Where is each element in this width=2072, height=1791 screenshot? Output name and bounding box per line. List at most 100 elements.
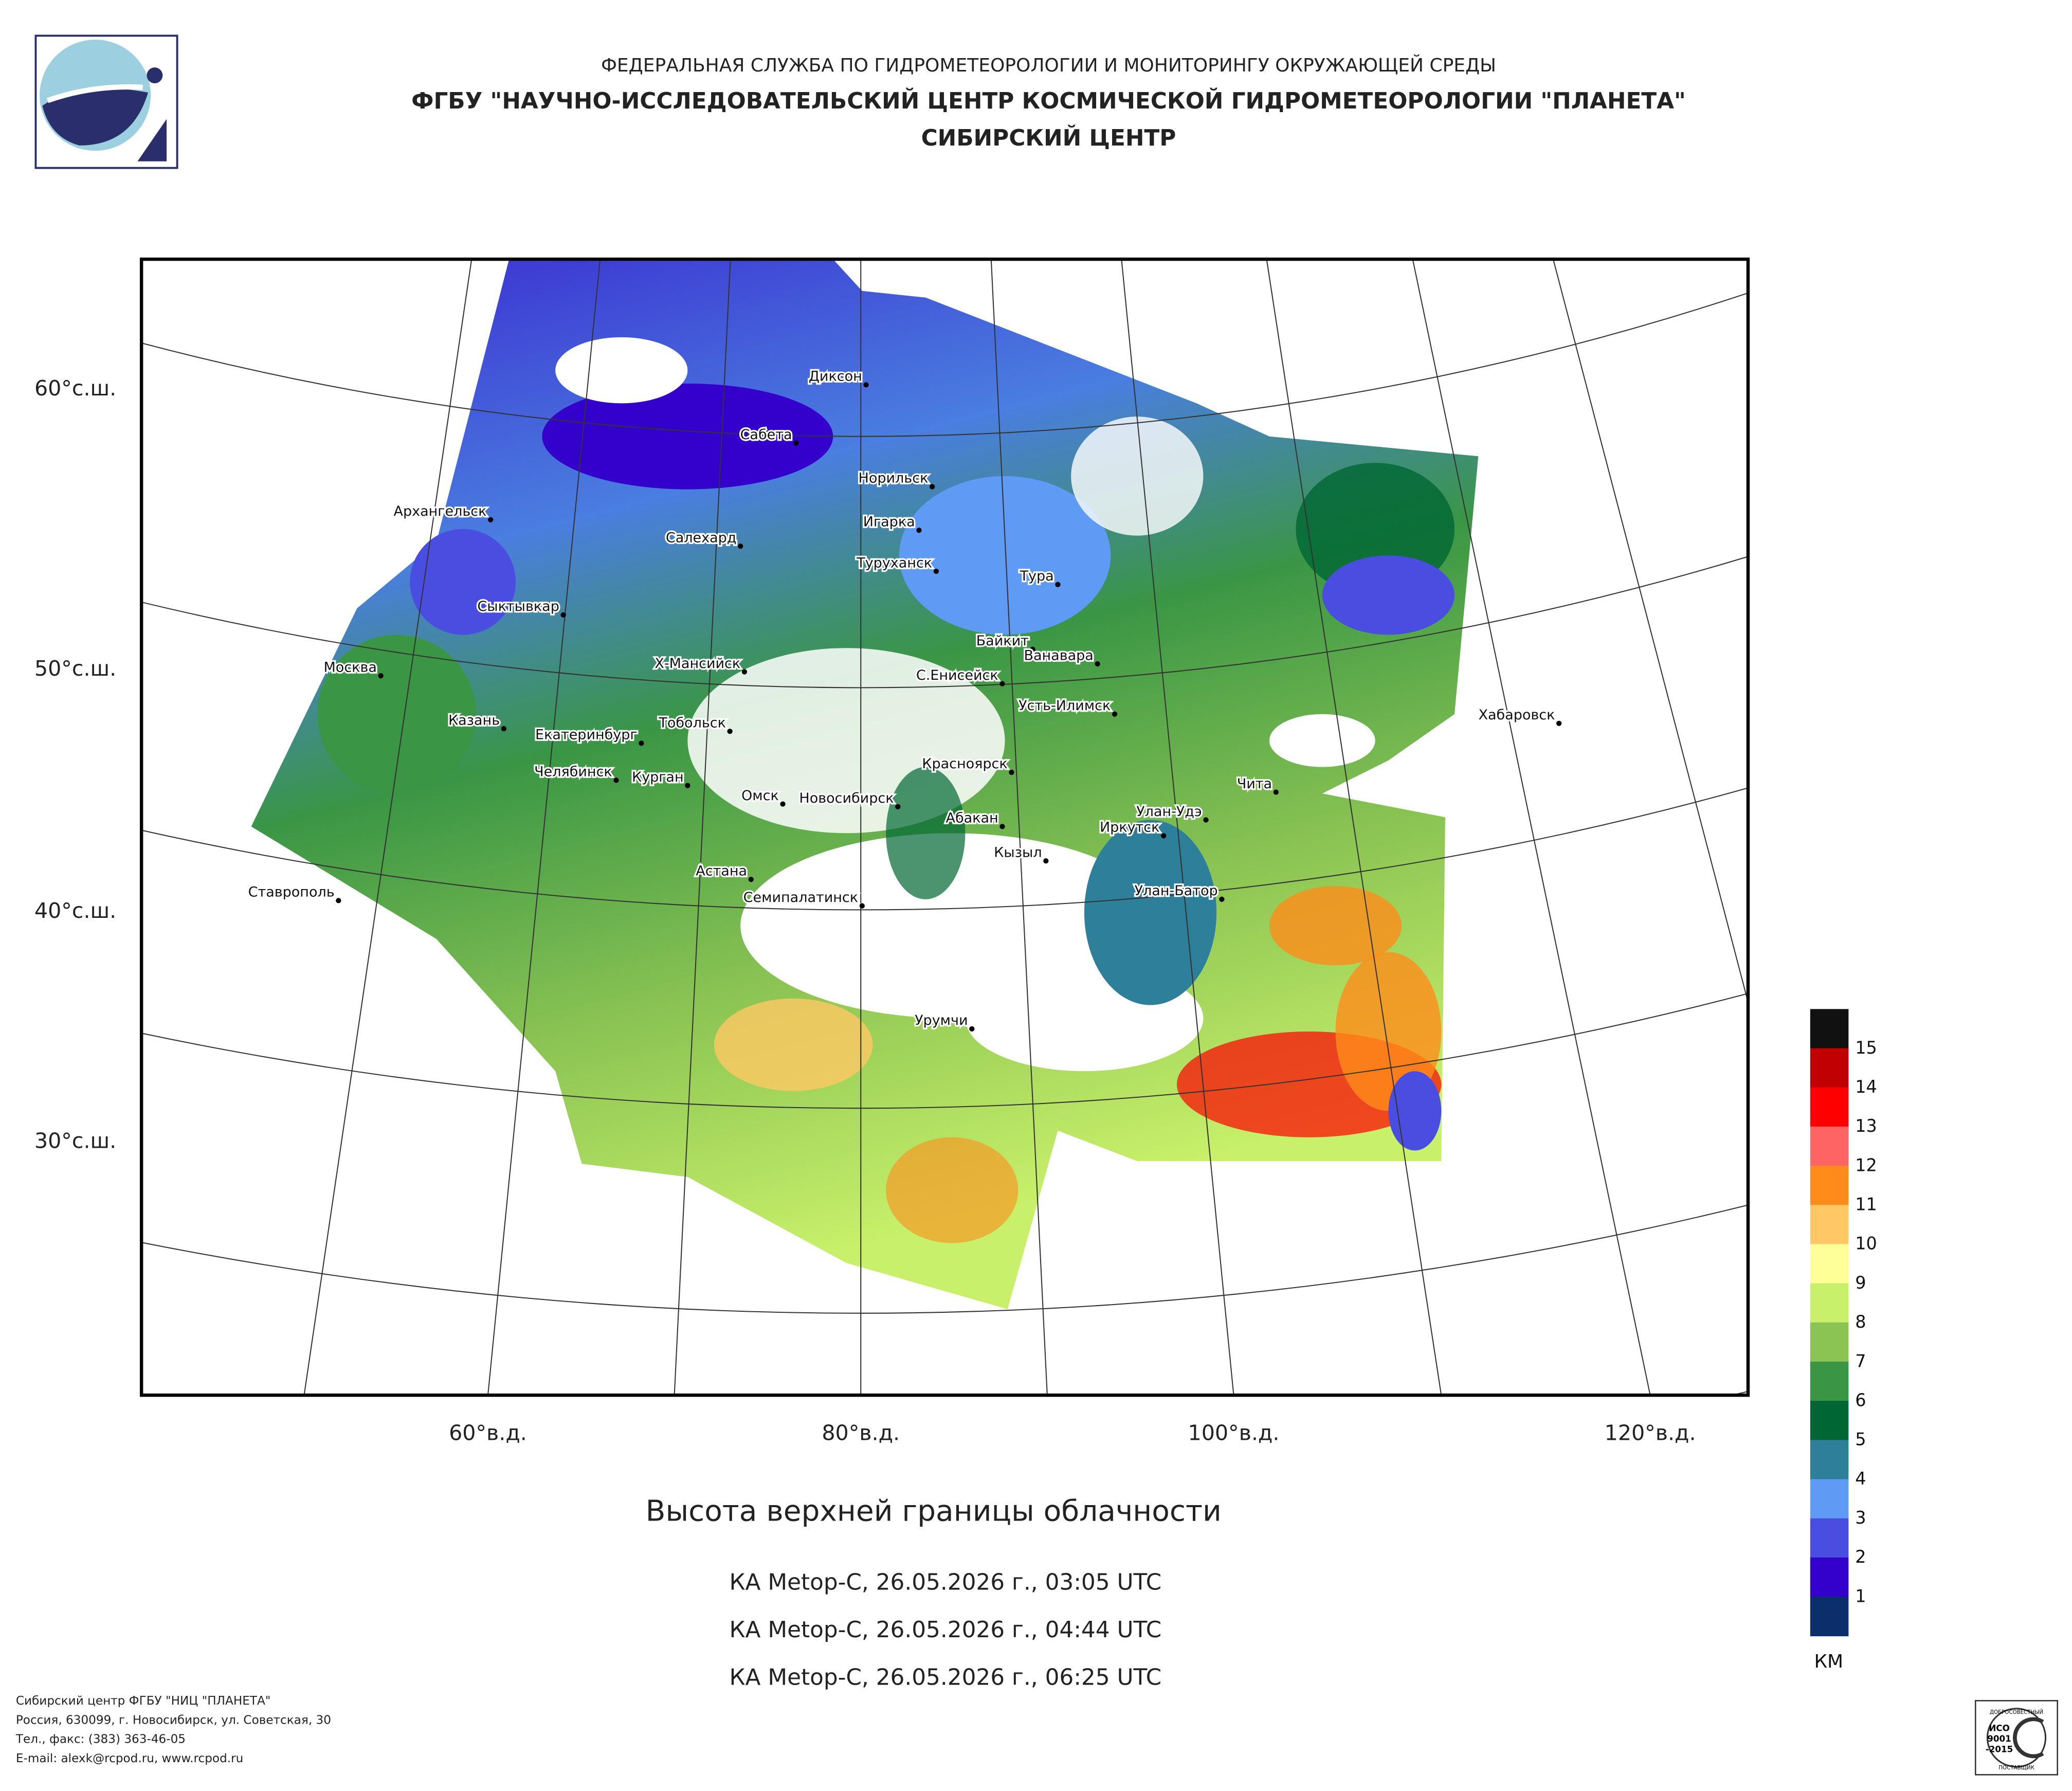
header-agency: ФЕДЕРАЛЬНАЯ СЛУЖБА ПО ГИДРОМЕТЕОРОЛОГИИ … <box>601 55 1496 76</box>
legend-swatch <box>1810 1479 1849 1519</box>
meridian-line <box>674 259 731 1396</box>
meridian-line <box>303 259 472 1396</box>
legend-swatch <box>1810 1518 1849 1558</box>
city-dot <box>560 612 566 618</box>
city-label: Урумчи <box>915 1012 968 1028</box>
city-dot <box>999 681 1005 686</box>
legend-swatch <box>1810 1009 1849 1049</box>
city-dot <box>685 783 690 788</box>
city-label: Екатеринбург <box>535 727 638 743</box>
city-dot <box>1030 646 1035 652</box>
city-dot <box>999 824 1005 829</box>
city-dot <box>1273 789 1279 795</box>
iso-line1: ИСО <box>1989 1723 2009 1733</box>
legend-label: 15 <box>1855 1038 1877 1058</box>
footer-line: Сибирский центр ФГБУ "НИЦ "ПЛАНЕТА" <box>16 1694 271 1708</box>
city-label: Туруханск <box>856 555 932 571</box>
legend-swatch <box>1810 1401 1849 1441</box>
city-dot <box>748 877 754 882</box>
city-dot <box>863 382 869 388</box>
city-label: Хабаровск <box>1478 707 1555 723</box>
city-label: Семипалатинск <box>743 890 858 906</box>
city-dot <box>639 740 644 746</box>
legend-swatch <box>1810 1440 1849 1480</box>
legend-swatch <box>1810 1087 1849 1127</box>
city-label: С.Енисейск <box>916 667 998 683</box>
latitude-label: 40°с.ш. <box>34 898 116 923</box>
city-dot <box>501 726 506 732</box>
city-label: Иркутск <box>1100 820 1160 836</box>
city-dot <box>1043 858 1049 864</box>
longitude-label: 80°в.д. <box>822 1421 900 1445</box>
legend-label: 5 <box>1855 1430 1866 1450</box>
meridian-line <box>1266 259 1442 1396</box>
legend-label: 7 <box>1855 1351 1866 1371</box>
city-dot <box>895 804 901 809</box>
city-dot <box>916 528 922 533</box>
footer-line: Тел., факс: (383) 363-46-05 <box>15 1733 186 1746</box>
footer: Сибирский центр ФГБУ "НИЦ "ПЛАНЕТА" Росси… <box>15 1694 331 1765</box>
city-label: Усть-Илимск <box>1019 698 1111 714</box>
meridian-line <box>1412 259 1651 1396</box>
map-title: Высота верхней границы облачности <box>646 1494 1222 1528</box>
city-dot <box>738 544 743 549</box>
iso-badge: ДОБРОСОВЕСТНЫЙ ИСО 9001 -2015 ПОСТАВЩИК <box>1974 1700 2058 1776</box>
latitude-label: 30°с.ш. <box>34 1128 116 1153</box>
legend-unit: КМ <box>1814 1651 1843 1672</box>
longitude-label: 120°в.д. <box>1605 1421 1696 1445</box>
city-dot <box>929 484 935 490</box>
city-label: Чита <box>1237 776 1272 792</box>
legend: 15 14 13 12 11 10 9 8 7 6 5 4 3 2 1 КМ <box>1810 1009 1877 1672</box>
city-label: Кызыл <box>994 845 1042 861</box>
city-label: Абакан <box>946 810 998 826</box>
city-label: Сабета <box>740 427 792 443</box>
city-label: Х-Мансийск <box>655 656 740 672</box>
city-label: Диксон <box>809 369 862 385</box>
latitude-label: 60°с.ш. <box>34 376 116 401</box>
header-org: ФГБУ "НАУЧНО-ИССЛЕДОВАТЕЛЬСКИЙ ЦЕНТР КОС… <box>411 87 1686 114</box>
map-frame <box>139 257 1750 1397</box>
legend-label: 13 <box>1855 1116 1877 1136</box>
city-dot <box>1095 661 1100 667</box>
legend-label: 9 <box>1855 1273 1866 1293</box>
city-label: Челябинск <box>534 764 612 780</box>
city-label: Курган <box>632 769 684 785</box>
legend-label: 4 <box>1855 1469 1866 1489</box>
legend-swatch <box>1810 1361 1849 1401</box>
legend-swatch <box>1810 1048 1849 1088</box>
pass-line: КА Metop-C, 26.05.2026 г., 06:25 UTC <box>730 1664 1162 1690</box>
legend-swatch <box>1810 1244 1849 1284</box>
pass-line: КА Metop-C, 26.05.2026 г., 04:44 UTC <box>730 1617 1162 1643</box>
city-dot <box>336 898 341 903</box>
city-label: Сыктывкар <box>477 599 559 614</box>
city-label: Тура <box>1020 568 1054 584</box>
city-dot <box>1556 720 1562 726</box>
latitude-label: 50°с.ш. <box>34 656 116 681</box>
city-label: Москва <box>324 659 377 675</box>
iso-line3: -2015 <box>1986 1744 2013 1754</box>
city-dot <box>613 777 619 783</box>
city-dot <box>1161 833 1167 839</box>
cities: Диксон Сабета Норильск Игарка Архангельск Сал… <box>246 367 1562 1032</box>
meridian-line <box>1552 259 1748 1004</box>
map <box>141 259 1748 1396</box>
passes: КА Metop-C, 26.05.2026 г., 03:05 UTC КА M… <box>730 1569 1162 1690</box>
city-label: Улан-Удэ <box>1136 804 1202 820</box>
city-label: Игарка <box>863 514 915 530</box>
city-dot <box>1219 896 1225 902</box>
city-label: Норильск <box>859 471 929 486</box>
city-dot <box>780 801 786 807</box>
legend-swatch <box>1810 1205 1849 1245</box>
city-label: Салехард <box>666 530 737 546</box>
iso-line2: 9001 <box>1987 1733 2011 1744</box>
city-dot <box>1009 769 1014 775</box>
city-label: Архангельск <box>394 503 487 519</box>
legend-swatch <box>1810 1597 1849 1637</box>
legend-label: 14 <box>1855 1077 1877 1097</box>
graticule-labels: 60°с.ш. 50°с.ш. 40°с.ш. 30°с.ш. 60°в.д. 80°в.… <box>34 376 1696 1445</box>
legend-swatch <box>1810 1557 1849 1597</box>
cloud-texture <box>317 337 1455 1243</box>
city-label: Ставрополь <box>248 884 335 900</box>
legend-label: 12 <box>1855 1155 1877 1175</box>
